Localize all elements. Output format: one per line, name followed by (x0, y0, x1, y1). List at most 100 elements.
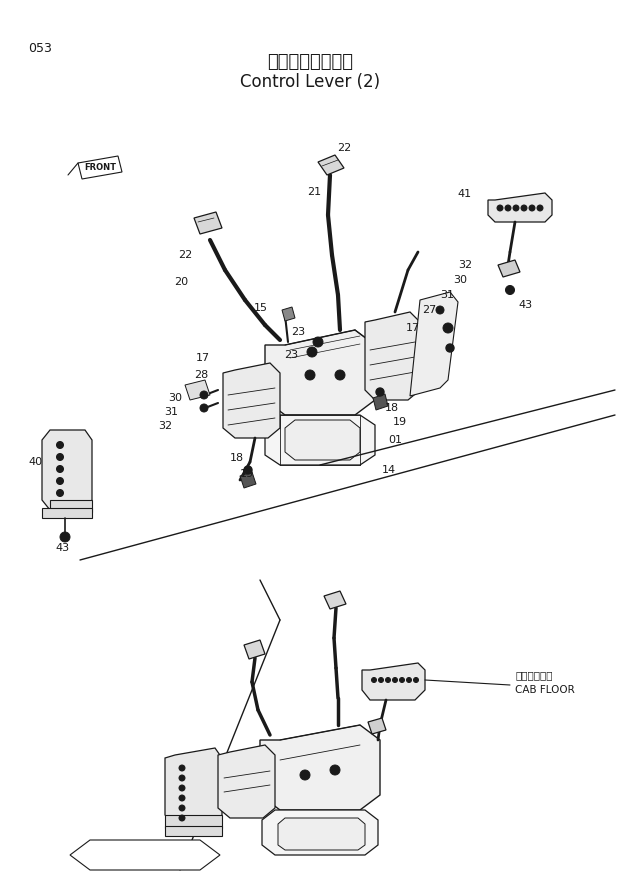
Polygon shape (218, 745, 275, 818)
Text: 19: 19 (240, 469, 254, 479)
Circle shape (371, 677, 376, 682)
Circle shape (179, 785, 185, 791)
Circle shape (529, 205, 535, 211)
Polygon shape (42, 430, 92, 510)
Polygon shape (240, 472, 256, 488)
Circle shape (203, 393, 205, 397)
Circle shape (316, 340, 320, 344)
Text: 22: 22 (178, 250, 192, 260)
Text: 22: 22 (337, 143, 351, 153)
Text: 27: 27 (422, 305, 436, 315)
Polygon shape (368, 718, 386, 734)
Circle shape (200, 404, 208, 412)
Polygon shape (498, 260, 520, 277)
Circle shape (179, 805, 185, 811)
Text: 43: 43 (518, 300, 532, 310)
Polygon shape (278, 818, 365, 850)
Circle shape (203, 406, 205, 409)
Text: 23: 23 (291, 327, 305, 337)
Polygon shape (265, 330, 375, 415)
Circle shape (330, 765, 340, 775)
Circle shape (303, 773, 307, 777)
Circle shape (308, 373, 312, 377)
Circle shape (305, 370, 315, 380)
Polygon shape (373, 394, 388, 410)
Polygon shape (165, 748, 222, 825)
Circle shape (505, 286, 515, 294)
Text: 18: 18 (230, 453, 244, 463)
Text: 操作レバー（２）: 操作レバー（２） (267, 53, 353, 71)
Text: FRONT: FRONT (84, 164, 116, 173)
Circle shape (56, 477, 63, 484)
Polygon shape (282, 307, 295, 321)
Text: 17: 17 (406, 323, 420, 333)
Text: 19: 19 (393, 417, 407, 427)
Circle shape (179, 795, 185, 801)
Text: 30: 30 (453, 275, 467, 285)
Circle shape (63, 535, 67, 539)
Circle shape (313, 337, 323, 347)
Circle shape (521, 205, 527, 211)
Circle shape (508, 288, 512, 292)
Circle shape (56, 454, 63, 461)
Circle shape (60, 532, 70, 542)
Polygon shape (365, 312, 420, 400)
Polygon shape (318, 155, 344, 175)
Text: Control Lever (2): Control Lever (2) (240, 73, 380, 91)
Text: 31: 31 (440, 290, 454, 300)
Polygon shape (285, 420, 360, 460)
Circle shape (446, 326, 450, 330)
Polygon shape (265, 415, 375, 465)
Text: 31: 31 (164, 407, 178, 417)
Text: 41: 41 (458, 189, 472, 199)
Polygon shape (324, 591, 346, 609)
Polygon shape (50, 500, 92, 512)
Polygon shape (410, 292, 458, 396)
Polygon shape (42, 508, 92, 518)
Circle shape (537, 205, 543, 211)
Circle shape (179, 775, 185, 781)
Polygon shape (165, 826, 222, 836)
Circle shape (378, 677, 384, 682)
Polygon shape (488, 193, 552, 222)
Circle shape (436, 306, 444, 314)
Circle shape (438, 308, 441, 312)
Polygon shape (223, 363, 280, 438)
Circle shape (56, 490, 63, 497)
Text: 17: 17 (196, 353, 210, 363)
Polygon shape (260, 725, 380, 810)
Text: 14: 14 (382, 465, 396, 475)
Polygon shape (185, 380, 210, 400)
Text: 23: 23 (284, 350, 298, 360)
Polygon shape (194, 212, 222, 234)
Text: CAB FLOOR: CAB FLOOR (515, 685, 575, 695)
Circle shape (513, 205, 519, 211)
Circle shape (200, 391, 208, 399)
Circle shape (244, 466, 252, 474)
Text: 18: 18 (385, 403, 399, 413)
Circle shape (338, 373, 342, 377)
Circle shape (310, 350, 314, 354)
Circle shape (497, 205, 503, 211)
Text: 15: 15 (254, 303, 268, 313)
Polygon shape (78, 156, 122, 179)
Text: 43: 43 (55, 543, 69, 553)
Text: 053: 053 (28, 42, 52, 55)
Text: 32: 32 (458, 260, 472, 270)
Circle shape (407, 677, 412, 682)
Circle shape (56, 465, 63, 472)
Polygon shape (262, 810, 378, 855)
Circle shape (414, 677, 418, 682)
Circle shape (179, 815, 185, 821)
Circle shape (335, 370, 345, 380)
Polygon shape (244, 640, 265, 659)
Text: 28: 28 (193, 370, 208, 380)
Circle shape (307, 347, 317, 357)
Polygon shape (70, 840, 220, 870)
Text: 20: 20 (174, 277, 188, 287)
Text: 32: 32 (158, 421, 172, 431)
Polygon shape (165, 815, 222, 828)
Circle shape (446, 344, 454, 352)
Circle shape (300, 770, 310, 780)
Circle shape (179, 765, 185, 771)
